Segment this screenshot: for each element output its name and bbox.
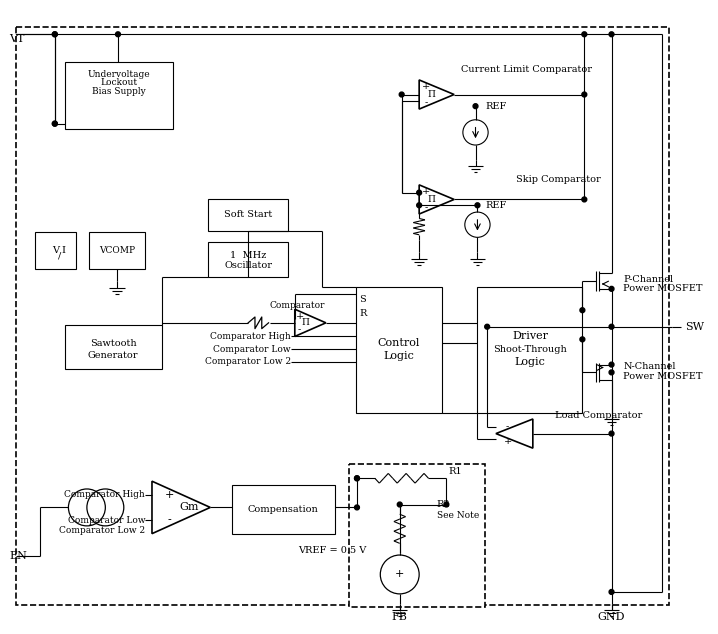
Text: -: - — [167, 515, 172, 525]
Text: Lockout: Lockout — [101, 79, 138, 87]
Text: Comparator Low: Comparator Low — [67, 515, 145, 524]
Text: FB: FB — [392, 612, 408, 622]
Text: +: + — [422, 187, 430, 196]
Circle shape — [609, 362, 614, 367]
Text: Logic: Logic — [515, 357, 546, 366]
Bar — [477, 287, 582, 413]
Circle shape — [475, 203, 480, 208]
Text: R2: R2 — [437, 500, 450, 509]
Circle shape — [580, 307, 584, 313]
Text: Power MOSFET: Power MOSFET — [623, 284, 703, 294]
Circle shape — [609, 324, 614, 329]
Text: VT: VT — [9, 34, 24, 44]
Circle shape — [582, 92, 587, 97]
Bar — [208, 242, 288, 277]
Circle shape — [609, 590, 614, 595]
Bar — [65, 63, 173, 129]
Text: 1  MHz: 1 MHz — [230, 251, 266, 261]
Text: SW: SW — [686, 321, 704, 332]
Circle shape — [399, 92, 404, 97]
Text: Logic: Logic — [383, 351, 414, 361]
Circle shape — [609, 287, 614, 291]
Text: Skip Comparator: Skip Comparator — [516, 174, 601, 183]
Bar — [65, 325, 162, 370]
Text: EN: EN — [9, 551, 27, 561]
Circle shape — [355, 505, 360, 510]
Circle shape — [52, 121, 57, 126]
Text: +: + — [296, 311, 304, 321]
Text: Comparator Low 2: Comparator Low 2 — [59, 526, 145, 535]
Text: V: V — [52, 247, 60, 256]
Circle shape — [416, 190, 421, 195]
Circle shape — [609, 431, 614, 436]
Circle shape — [485, 324, 490, 329]
Text: Gm: Gm — [180, 502, 199, 512]
Circle shape — [582, 32, 587, 37]
Text: +: + — [395, 569, 404, 579]
Text: I: I — [62, 247, 65, 256]
Text: Comparator High: Comparator High — [210, 332, 291, 341]
Circle shape — [116, 32, 121, 37]
Text: REF: REF — [485, 201, 507, 210]
Text: Power MOSFET: Power MOSFET — [623, 372, 703, 381]
Bar — [89, 233, 145, 269]
Bar — [349, 463, 485, 607]
Text: R1: R1 — [448, 467, 462, 476]
Text: -: - — [424, 203, 428, 212]
Text: Π: Π — [302, 318, 309, 327]
Circle shape — [609, 370, 614, 375]
Text: Π: Π — [428, 195, 436, 204]
Text: R: R — [359, 309, 366, 318]
Text: Soft Start: Soft Start — [224, 210, 272, 219]
Circle shape — [355, 476, 360, 481]
Text: Undervoltage: Undervoltage — [88, 70, 150, 79]
Text: Driver: Driver — [512, 332, 548, 342]
Text: -: - — [424, 98, 428, 107]
Text: Current Limit Comparator: Current Limit Comparator — [460, 65, 592, 74]
Text: Comparator Low: Comparator Low — [213, 344, 291, 354]
Bar — [356, 287, 442, 413]
Text: Oscillator: Oscillator — [224, 261, 272, 270]
Text: /: / — [58, 251, 61, 261]
Text: Sawtooth: Sawtooth — [90, 339, 136, 347]
Text: S: S — [359, 295, 365, 304]
Text: Load Comparator: Load Comparator — [555, 411, 643, 420]
Text: Π: Π — [428, 90, 436, 99]
Text: +: + — [422, 82, 430, 91]
Bar — [232, 485, 335, 534]
Circle shape — [52, 121, 57, 126]
Text: Comparator High: Comparator High — [65, 490, 145, 500]
Text: Bias Supply: Bias Supply — [92, 87, 146, 96]
Text: Control: Control — [378, 338, 420, 348]
Circle shape — [52, 32, 57, 37]
Circle shape — [444, 502, 449, 507]
Text: +: + — [164, 490, 174, 500]
Text: N-Channel: N-Channel — [623, 362, 676, 371]
Circle shape — [580, 337, 584, 342]
Text: VCOMP: VCOMP — [99, 247, 135, 256]
Text: Comparator Low 2: Comparator Low 2 — [205, 357, 291, 366]
Text: Generator: Generator — [88, 351, 139, 360]
Circle shape — [52, 32, 57, 37]
Bar — [208, 200, 288, 231]
Text: Shoot-Through: Shoot-Through — [493, 344, 567, 354]
Text: Comparator: Comparator — [270, 301, 325, 310]
Text: REF: REF — [485, 101, 507, 111]
Text: GND: GND — [598, 612, 625, 622]
Circle shape — [582, 197, 587, 202]
Circle shape — [416, 203, 421, 208]
Circle shape — [355, 476, 360, 481]
Text: See Note: See Note — [437, 511, 479, 520]
Circle shape — [397, 502, 402, 507]
Text: Compensation: Compensation — [248, 505, 319, 514]
Text: -: - — [506, 422, 509, 431]
Text: +: + — [503, 437, 512, 446]
Text: VREF = 0.5 V: VREF = 0.5 V — [298, 546, 366, 555]
Circle shape — [609, 32, 614, 37]
Text: P-Channel: P-Channel — [623, 275, 673, 283]
Text: -: - — [298, 325, 302, 334]
Bar — [35, 233, 76, 269]
Circle shape — [473, 104, 478, 108]
